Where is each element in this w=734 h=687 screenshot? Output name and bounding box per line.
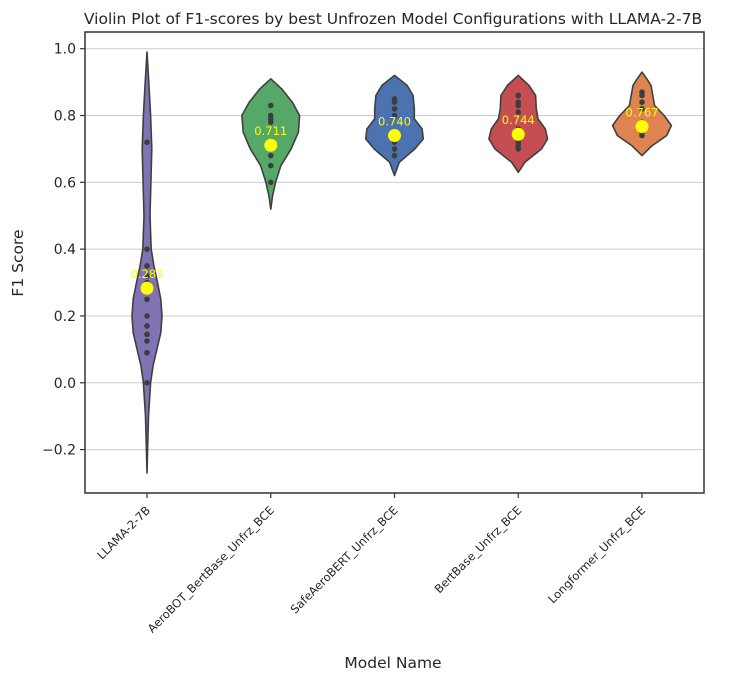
mean-marker (511, 127, 525, 141)
mean-label: 0.740 (378, 115, 411, 129)
data-point (639, 99, 645, 105)
data-point (639, 132, 645, 139)
data-point (144, 296, 150, 303)
data-point (391, 99, 398, 105)
mean-label: 0.744 (502, 113, 535, 127)
violin-body (611, 71, 673, 157)
y-tick-label: 0.0 (54, 376, 76, 392)
data-point (391, 106, 398, 112)
data-point (391, 146, 398, 152)
data-point (639, 92, 645, 99)
data-point (391, 112, 398, 119)
mean-marker (635, 120, 649, 134)
data-point (144, 139, 150, 146)
mean-label: 0.711 (254, 124, 287, 138)
mean-markers: 0.283 0.711 0.740 0.744 0.767 (131, 106, 659, 295)
chart-title: Violin Plot of F1-scores by best Unfroze… (84, 10, 702, 28)
mean-label: 0.283 (131, 267, 164, 281)
data-point (144, 246, 150, 252)
mean-marker (264, 138, 278, 152)
data-point (267, 102, 274, 109)
violin-body (131, 51, 163, 474)
data-point (515, 92, 522, 99)
data-point (144, 331, 150, 338)
mean-label: 0.767 (626, 106, 659, 120)
data-point (515, 146, 522, 152)
violin-body (488, 74, 549, 174)
y-tick-label: 0.6 (54, 175, 76, 191)
x-axis-label: Model Name (344, 654, 441, 672)
mean-marker (388, 129, 401, 143)
data-point (515, 102, 522, 109)
data-point (144, 263, 150, 269)
data-point (144, 338, 150, 344)
data-point (267, 152, 274, 159)
data-point (267, 179, 274, 186)
data-point (267, 162, 274, 169)
y-tick-label: 0.2 (54, 309, 76, 325)
data-point (515, 109, 522, 115)
data-point (144, 313, 150, 319)
violin-body (364, 74, 425, 177)
y-tick-label: 0.8 (54, 109, 76, 125)
data-point (144, 323, 150, 329)
y-axis-label: F1 Score (9, 229, 27, 296)
y-tick-label: 0.4 (54, 242, 76, 258)
y-tick-label: 1.0 (54, 42, 76, 58)
data-point (391, 152, 398, 159)
y-tick-label: −0.2 (42, 443, 76, 459)
data-point (144, 273, 150, 279)
data-point (639, 106, 645, 112)
data-point (267, 119, 274, 125)
mean-marker (140, 281, 154, 295)
data-point (144, 379, 150, 386)
data-point (144, 349, 150, 356)
